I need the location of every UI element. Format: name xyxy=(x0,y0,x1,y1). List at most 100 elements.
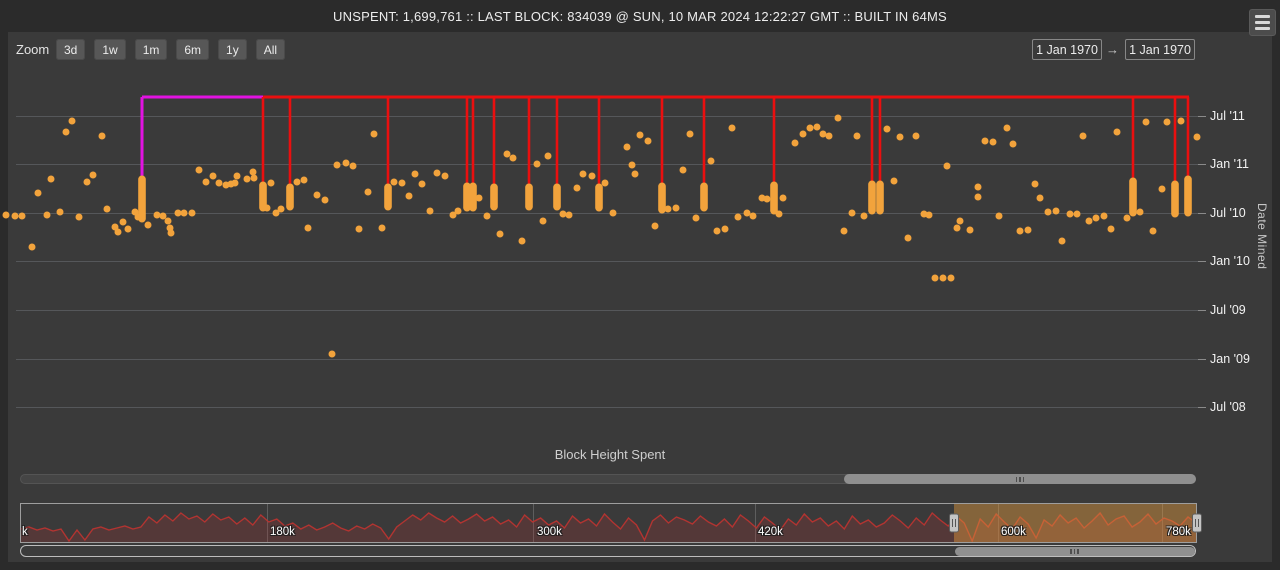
scatter-point[interactable] xyxy=(454,207,462,215)
scatter-point[interactable] xyxy=(860,212,868,220)
scatter-point[interactable] xyxy=(943,162,951,170)
scatter-point[interactable] xyxy=(939,274,947,282)
scatter-point[interactable] xyxy=(713,227,721,235)
scatter-series[interactable] xyxy=(2,114,1201,358)
scatter-point[interactable] xyxy=(539,217,547,225)
scatter-point[interactable] xyxy=(34,189,42,197)
scatter-point[interactable] xyxy=(390,178,398,186)
scatter-point[interactable] xyxy=(1177,117,1185,125)
scatter-point[interactable] xyxy=(779,194,787,202)
chart-scrollbar-thumb[interactable] xyxy=(844,474,1196,484)
scatter-point[interactable] xyxy=(1044,208,1052,216)
scatter-point[interactable] xyxy=(103,205,111,213)
scatter-point[interactable] xyxy=(1113,128,1121,136)
scatter-point[interactable] xyxy=(974,183,982,191)
scatter-point[interactable] xyxy=(180,209,188,217)
scatter-cluster[interactable] xyxy=(876,180,884,215)
scatter-cluster[interactable] xyxy=(553,183,561,211)
scatter-point[interactable] xyxy=(1092,214,1100,222)
scatter-point[interactable] xyxy=(1123,214,1131,222)
scatter-point[interactable] xyxy=(277,205,285,213)
scatter-point[interactable] xyxy=(989,138,997,146)
scatter-point[interactable] xyxy=(1031,180,1039,188)
scatter-point[interactable] xyxy=(763,195,771,203)
scatter-point[interactable] xyxy=(533,160,541,168)
scatter-point[interactable] xyxy=(1003,124,1011,132)
scatter-point[interactable] xyxy=(686,130,694,138)
scatter-point[interactable] xyxy=(1016,227,1024,235)
scatter-point[interactable] xyxy=(1009,140,1017,148)
scatter-point[interactable] xyxy=(904,234,912,242)
scatter-point[interactable] xyxy=(134,213,142,221)
scatter-point[interactable] xyxy=(1163,118,1171,126)
menu-button[interactable] xyxy=(1249,9,1276,36)
navigator-handle-left[interactable] xyxy=(949,513,959,533)
scatter-point[interactable] xyxy=(75,213,83,221)
scatter-point[interactable] xyxy=(28,243,36,251)
scatter-point[interactable] xyxy=(83,178,91,186)
scatter-point[interactable] xyxy=(1085,217,1093,225)
scatter-point[interactable] xyxy=(734,213,742,221)
scatter-point[interactable] xyxy=(956,217,964,225)
scatter-point[interactable] xyxy=(721,225,729,233)
scatter-cluster[interactable] xyxy=(658,182,666,214)
scatter-cluster[interactable] xyxy=(463,182,471,212)
scatter-cluster[interactable] xyxy=(595,183,603,212)
scatter-point[interactable] xyxy=(355,225,363,233)
scatter-point[interactable] xyxy=(1052,207,1060,215)
scatter-point[interactable] xyxy=(1066,210,1074,218)
scatter-point[interactable] xyxy=(1149,227,1157,235)
scatter-point[interactable] xyxy=(743,209,751,217)
scatter-point[interactable] xyxy=(159,212,167,220)
scatter-point[interactable] xyxy=(89,171,97,179)
scatter-cluster[interactable] xyxy=(138,175,146,223)
scatter-point[interactable] xyxy=(209,172,217,180)
scatter-point[interactable] xyxy=(62,128,70,136)
scatter-point[interactable] xyxy=(679,166,687,174)
scatter-point[interactable] xyxy=(272,209,280,217)
scatter-point[interactable] xyxy=(300,176,308,184)
scatter-point[interactable] xyxy=(834,114,842,122)
scatter-point[interactable] xyxy=(441,172,449,180)
scatter-point[interactable] xyxy=(1142,118,1150,126)
scatter-point[interactable] xyxy=(628,161,636,169)
scatter-point[interactable] xyxy=(144,221,152,229)
zoom-button-1y[interactable]: 1y xyxy=(218,39,247,60)
scatter-point[interactable] xyxy=(215,179,223,187)
scatter-point[interactable] xyxy=(806,124,814,132)
scatter-cluster[interactable] xyxy=(1129,177,1137,217)
scatter-point[interactable] xyxy=(853,132,861,140)
scatter-point[interactable] xyxy=(966,226,974,234)
zoom-button-6m[interactable]: 6m xyxy=(176,39,210,60)
scatter-point[interactable] xyxy=(559,210,567,218)
scatter-point[interactable] xyxy=(1136,208,1144,216)
scatter-point[interactable] xyxy=(509,154,517,162)
scatter-cluster[interactable] xyxy=(490,183,498,211)
zoom-button-all[interactable]: All xyxy=(255,39,286,60)
scatter-cluster[interactable] xyxy=(868,180,876,215)
scatter-point[interactable] xyxy=(825,132,833,140)
scatter-point[interactable] xyxy=(47,175,55,183)
scatter-point[interactable] xyxy=(896,133,904,141)
scatter-point[interactable] xyxy=(623,143,631,151)
scatter-point[interactable] xyxy=(68,117,76,125)
scatter-point[interactable] xyxy=(370,130,378,138)
scatter-point[interactable] xyxy=(609,209,617,217)
scatter-point[interactable] xyxy=(124,225,132,233)
scatter-point[interactable] xyxy=(981,137,989,145)
scatter-point[interactable] xyxy=(707,157,715,165)
scatter-point[interactable] xyxy=(153,211,161,219)
scatter-point[interactable] xyxy=(664,205,672,213)
scatter-point[interactable] xyxy=(263,204,271,212)
scatter-point[interactable] xyxy=(2,211,10,219)
zoom-button-1w[interactable]: 1w xyxy=(94,39,126,60)
scatter-point[interactable] xyxy=(405,192,413,200)
scatter-point[interactable] xyxy=(953,224,961,232)
scatter-point[interactable] xyxy=(636,131,644,139)
scatter-point[interactable] xyxy=(791,139,799,147)
scatter-point[interactable] xyxy=(18,212,26,220)
scatter-point[interactable] xyxy=(496,230,504,238)
scatter-point[interactable] xyxy=(813,123,821,131)
scatter-point[interactable] xyxy=(398,179,406,187)
scatter-point[interactable] xyxy=(749,212,757,220)
